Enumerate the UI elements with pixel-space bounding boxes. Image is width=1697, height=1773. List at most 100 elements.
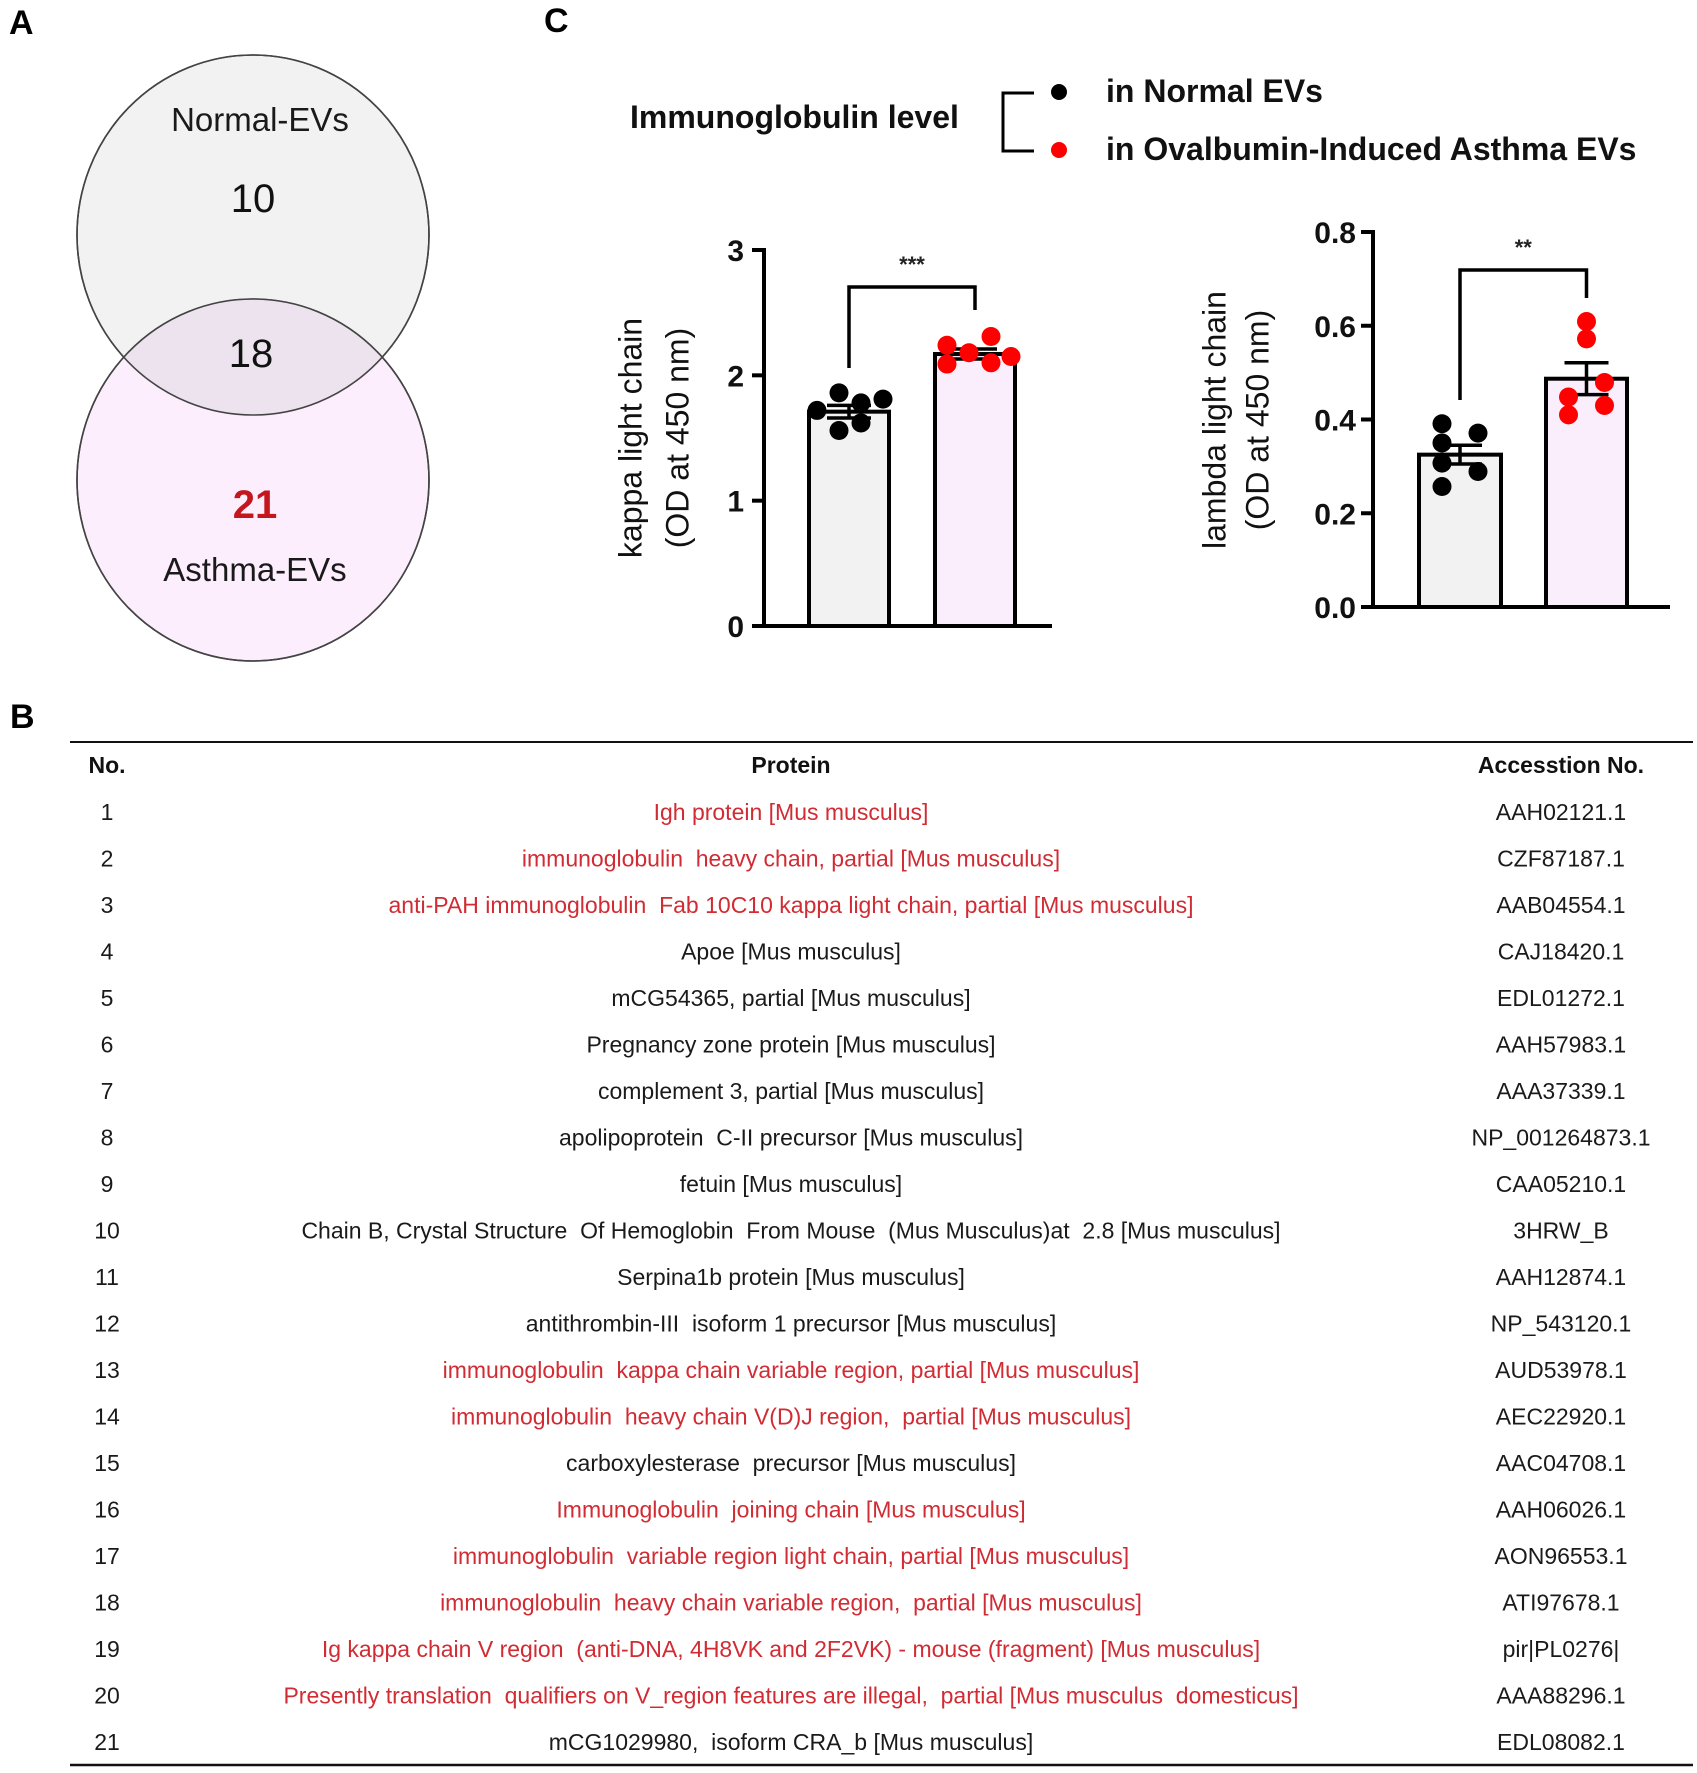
row-number: 6: [101, 1032, 114, 1058]
row-number: 1: [101, 799, 114, 825]
data-point-normal: [829, 420, 849, 440]
venn-label-normal: Normal-EVs: [171, 101, 349, 138]
venn-count-normal-only: 10: [231, 177, 276, 221]
table-row: 2 immunoglobulin heavy chain, partial [Mu…: [101, 846, 1625, 872]
row-number: 11: [95, 1264, 119, 1290]
protein-table: No. Protein Accesstion No. 1 Igh protein …: [70, 741, 1693, 1767]
protein-name: anti-PAH immunoglobulin Fab 10C10 kappa …: [389, 892, 1194, 918]
legend-bracket: [1001, 91, 1034, 153]
accession-number: CZF87187.1: [1497, 846, 1625, 872]
protein-name: Ig kappa chain V region (anti-DNA, 4H8VK…: [322, 1636, 1260, 1662]
venn-count-asthma-only: 21: [233, 483, 278, 527]
accession-number: NP_001264873.1: [1471, 1125, 1650, 1151]
y-axis-label: kappa light chain: [612, 318, 648, 558]
protein-name: complement 3, partial [Mus musculus]: [598, 1078, 984, 1104]
venn-label-asthma: Asthma-EVs: [163, 551, 346, 588]
accession-number: AUD53978.1: [1495, 1357, 1627, 1383]
bar-asthma: [1544, 376, 1629, 609]
y-axis-label: lambda light chain: [1196, 291, 1232, 549]
data-point-asthma: [937, 354, 957, 374]
legend-title: Immunoglobulin level: [630, 99, 959, 135]
protein-name: mCG1029980, isoform CRA_b [Mus musculus]: [549, 1729, 1033, 1755]
legend-dot-asthma: [1051, 142, 1067, 158]
table-row: 10 Chain B, Crystal Structure Of Hemoglob…: [94, 1218, 1609, 1244]
protein-name: fetuin [Mus musculus]: [680, 1171, 902, 1197]
table-row: 16 Immunoglobulin joining chain [Mus musc…: [94, 1497, 1626, 1523]
protein-name: Pregnancy zone protein [Mus musculus]: [586, 1032, 995, 1058]
row-number: 19: [94, 1636, 120, 1662]
legend-dot-normal: [1051, 84, 1067, 100]
row-number: 16: [94, 1497, 120, 1523]
row-number: 8: [101, 1125, 114, 1151]
row-number: 4: [101, 939, 114, 965]
protein-name: immunoglobulin kappa chain variable regi…: [443, 1357, 1140, 1383]
panel-label-b: B: [10, 698, 35, 736]
accession-number: AAH06026.1: [1496, 1497, 1626, 1523]
significance-bracket: [847, 285, 977, 368]
header-accession: Accesstion No.: [1478, 752, 1644, 778]
row-number: 9: [101, 1171, 114, 1197]
data-point-asthma: [1577, 312, 1596, 332]
data-point-normal: [829, 383, 849, 403]
table-row: 18 immunoglobulin heavy chain variable re…: [94, 1590, 1619, 1616]
kappa-chart: kappa light chain (OD at 450 nm) 0 1 2 3 ***: [612, 235, 1052, 644]
row-number: 12: [94, 1311, 120, 1337]
data-point-normal: [1432, 477, 1452, 497]
significance-stars: ***: [899, 252, 925, 277]
protein-name: immunoglobulin heavy chain, partial [Mus…: [522, 846, 1060, 872]
protein-name: mCG54365, partial [Mus musculus]: [611, 985, 970, 1011]
row-number: 2: [101, 846, 114, 872]
venn-set-normal-outline: [76, 54, 430, 416]
row-number: 15: [94, 1450, 120, 1476]
data-point-normal: [1432, 453, 1452, 473]
row-number: 18: [94, 1590, 120, 1616]
data-point-asthma: [937, 335, 957, 355]
table-row: 14 immunoglobulin heavy chain V(D)J regio…: [94, 1404, 1626, 1430]
protein-name: Apoe [Mus musculus]: [681, 939, 901, 965]
panel-label-c: C: [544, 2, 569, 40]
table-row: 7 complement 3, partial [Mus musculus] AAA…: [101, 1078, 1626, 1104]
data-point-normal: [1432, 414, 1452, 434]
protein-name: Immunoglobulin joining chain [Mus muscul…: [556, 1497, 1025, 1523]
protein-name: antithrombin-III isoform 1 precursor [Mu…: [526, 1311, 1056, 1337]
y-axis-label: (OD at 450 nm): [1239, 310, 1275, 531]
y-axis-label: (OD at 450 nm): [659, 328, 695, 549]
accession-number: pir|PL0276|: [1503, 1636, 1620, 1662]
table-row: 19 Ig kappa chain V region (anti-DNA, 4H8…: [94, 1636, 1619, 1662]
accession-number: AAA37339.1: [1496, 1078, 1625, 1104]
y-tick-label: 1: [727, 486, 744, 519]
data-point-asthma: [1577, 329, 1596, 349]
row-number: 20: [94, 1683, 120, 1709]
header-no: No.: [88, 752, 125, 778]
accession-number: AON96553.1: [1495, 1543, 1628, 1569]
data-point-normal: [851, 393, 871, 413]
y-tick-label: 2: [727, 360, 744, 393]
table-row: 3 anti-PAH immunoglobulin Fab 10C10 kappa…: [101, 892, 1626, 918]
data-point-asthma: [1559, 387, 1578, 407]
venn-diagram: Normal-EVs 10 18 21 Asthma-EVs: [76, 54, 430, 662]
venn-overlap: [77, 299, 429, 415]
table-row: 1 Igh protein [Mus musculus] AAH02121.1: [101, 799, 1627, 825]
significance-stars: **: [1515, 235, 1533, 260]
data-point-asthma: [1001, 347, 1021, 367]
table-body: 1 Igh protein [Mus musculus] AAH02121.1 2 im…: [94, 799, 1650, 1755]
data-point-asthma: [1595, 372, 1614, 392]
accession-number: AAA88296.1: [1496, 1683, 1625, 1709]
accession-number: AAH12874.1: [1496, 1264, 1626, 1290]
table-row: 5 mCG54365, partial [Mus musculus] EDL0127…: [101, 985, 1625, 1011]
accession-number: AAB04554.1: [1496, 892, 1625, 918]
table-row: 11 Serpina1b protein [Mus musculus] AAH128…: [95, 1264, 1626, 1290]
protein-name: immunoglobulin heavy chain V(D)J region,…: [451, 1404, 1131, 1430]
legend-label-normal: in Normal EVs: [1106, 73, 1323, 109]
y-tick-label: 0.8: [1314, 217, 1356, 250]
row-number: 13: [94, 1357, 120, 1383]
y-tick-label: 0: [727, 611, 744, 644]
data-point-normal: [1468, 462, 1488, 482]
row-number: 21: [94, 1729, 120, 1755]
protein-name: Serpina1b protein [Mus musculus]: [617, 1264, 965, 1290]
panel-label-a: A: [9, 4, 34, 42]
table-row: 6 Pregnancy zone protein [Mus musculus] AA…: [101, 1032, 1627, 1058]
protein-name: Igh protein [Mus musculus]: [654, 799, 929, 825]
row-number: 10: [94, 1218, 120, 1244]
